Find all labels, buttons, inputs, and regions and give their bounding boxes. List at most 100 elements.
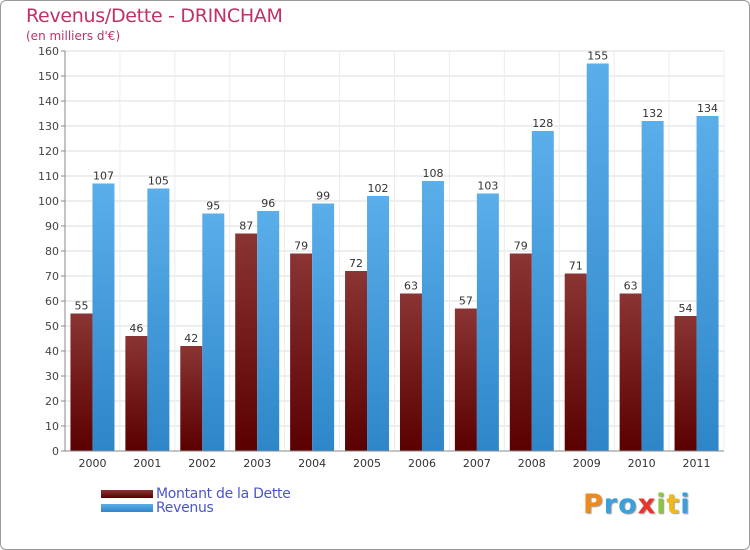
x-tick-label-2005: 2005 — [353, 457, 381, 470]
bar-revenus-2004 — [312, 203, 335, 451]
value-label-dette-2006: 63 — [404, 280, 418, 293]
x-tick-label-2008: 2008 — [518, 457, 546, 470]
y-tick-label: 30 — [45, 370, 59, 383]
bar-dette-2006 — [399, 293, 422, 451]
bar-dette-2003 — [235, 233, 258, 451]
y-tick-label: 20 — [45, 395, 59, 408]
chart-subtitle: (en milliers d'€) — [26, 29, 121, 43]
value-label-dette-2005: 72 — [349, 257, 363, 270]
y-tick-label: 60 — [45, 295, 59, 308]
bar-revenus-2007 — [476, 193, 499, 451]
value-label-dette-2011: 54 — [679, 302, 693, 315]
logo-letter: o — [618, 489, 638, 520]
value-label-dette-2009: 71 — [569, 260, 583, 273]
x-tick-label-2011: 2011 — [683, 457, 711, 470]
y-tick-label: 90 — [45, 220, 59, 233]
y-tick-label: 0 — [52, 445, 59, 458]
value-label-revenus-2006: 108 — [422, 167, 443, 180]
bar-dette-2011 — [674, 316, 697, 451]
legend-swatch-dette — [101, 490, 153, 498]
y-tick-label: 130 — [38, 120, 59, 133]
logo-letter: i — [656, 489, 667, 520]
value-label-revenus-2003: 96 — [261, 197, 275, 210]
bar-revenus-2002 — [202, 213, 225, 451]
legend-label-dette: Montant de la Dette — [156, 486, 291, 502]
legend-label-revenus: Revenus — [156, 500, 214, 516]
x-tick-label-2004: 2004 — [298, 457, 326, 470]
y-tick-label: 110 — [38, 170, 59, 183]
grid-layer — [64, 50, 725, 452]
y-tick-label: 80 — [45, 245, 59, 258]
value-label-dette-2004: 79 — [294, 240, 308, 253]
legend: Montant de la Dette Revenus — [101, 486, 291, 516]
labels-layer: 55 107 46 105 42 95 87 96 79 99 72 102 63 108 57 103 79 1… — [74, 50, 718, 346]
bar-dette-2008 — [509, 253, 532, 451]
proxiti-logo: Proxiti — [583, 489, 691, 520]
y-tick-label: 150 — [38, 70, 59, 83]
y-tick-label: 10 — [45, 420, 59, 433]
value-label-dette-2000: 55 — [74, 300, 88, 313]
value-label-revenus-2011: 134 — [697, 102, 718, 115]
bar-dette-2001 — [125, 336, 148, 451]
value-label-revenus-2000: 107 — [93, 170, 114, 183]
x-tick-label-2000: 2000 — [78, 457, 106, 470]
bar-revenus-2008 — [531, 131, 554, 451]
value-label-dette-2008: 79 — [514, 240, 528, 253]
logo-letter: r — [603, 489, 619, 520]
y-tick-label: 70 — [45, 270, 59, 283]
y-tick-label: 40 — [45, 345, 59, 358]
x-tick-label-2007: 2007 — [463, 457, 491, 470]
legend-swatch-revenus — [101, 504, 153, 512]
x-tick-label-2010: 2010 — [628, 457, 656, 470]
y-tick-label: 100 — [38, 195, 59, 208]
value-label-dette-2002: 42 — [184, 332, 198, 345]
logo-letter: P — [583, 489, 604, 520]
bar-revenus-2003 — [257, 211, 280, 451]
bar-revenus-2005 — [367, 196, 390, 451]
bar-revenus-2010 — [641, 121, 664, 451]
value-label-dette-2003: 87 — [239, 220, 253, 233]
bar-revenus-2011 — [696, 116, 719, 451]
legend-item-dette: Montant de la Dette — [101, 486, 291, 502]
y-tick-label: 140 — [38, 95, 59, 108]
value-label-revenus-2007: 103 — [477, 180, 498, 193]
bar-dette-2007 — [454, 308, 477, 451]
legend-item-revenus: Revenus — [101, 500, 291, 516]
logo-letter: t — [666, 489, 681, 520]
x-tick-label-2003: 2003 — [243, 457, 271, 470]
bar-revenus-2009 — [586, 63, 609, 451]
y-tick-label: 120 — [38, 145, 59, 158]
x-tick-label-2006: 2006 — [408, 457, 436, 470]
bar-dette-2000 — [70, 313, 93, 451]
bar-dette-2004 — [290, 253, 313, 451]
value-label-revenus-2004: 99 — [316, 190, 330, 203]
value-label-revenus-2009: 155 — [587, 50, 608, 63]
value-label-revenus-2008: 128 — [532, 117, 553, 130]
value-label-dette-2007: 57 — [459, 295, 473, 308]
value-label-dette-2010: 63 — [624, 280, 638, 293]
value-label-revenus-2002: 95 — [206, 200, 220, 213]
bar-dette-2009 — [564, 273, 587, 451]
value-label-dette-2001: 46 — [129, 322, 143, 335]
bars-layer — [70, 63, 719, 451]
bar-revenus-2001 — [147, 188, 170, 451]
value-label-revenus-2005: 102 — [368, 182, 389, 195]
value-label-revenus-2001: 105 — [148, 175, 169, 188]
bar-revenus-2000 — [92, 183, 115, 451]
bar-dette-2002 — [180, 346, 203, 451]
bar-dette-2010 — [619, 293, 642, 451]
x-tick-label-2009: 2009 — [573, 457, 601, 470]
bar-dette-2005 — [345, 271, 368, 451]
value-label-revenus-2010: 132 — [642, 107, 663, 120]
axis-layer: 0 10 20 30 40 50 60 70 80 90 100 110 120 130 140 150 160… — [38, 45, 724, 470]
y-tick-label: 160 — [38, 45, 59, 58]
logo-letter: x — [637, 489, 657, 520]
x-tick-label-2001: 2001 — [133, 457, 161, 470]
y-tick-label: 50 — [45, 320, 59, 333]
bar-revenus-2006 — [421, 181, 444, 451]
logo-letter: i — [680, 489, 691, 520]
x-tick-label-2002: 2002 — [188, 457, 216, 470]
chart-title: Revenus/Dette - DRINCHAM — [26, 5, 283, 27]
